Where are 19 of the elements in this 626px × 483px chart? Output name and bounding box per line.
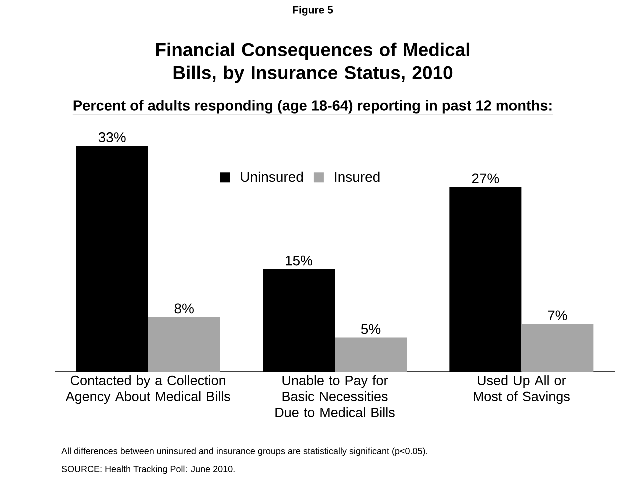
bar [148, 317, 220, 372]
data-label: 8% [174, 304, 194, 314]
chart-subtitle: Percent of adults responding (age 18-64) reporting in past 12 months: [74, 100, 552, 114]
data-label: 33% [98, 132, 126, 142]
data-label: 15% [286, 256, 313, 266]
legend-label: Insured [335, 172, 380, 182]
x-tick-label: Contacted by a Collection Agency About Medical Bills [66, 376, 230, 404]
text: All differences between uninsured and insurance groups are statistically significant (p<0.05). [62, 448, 428, 456]
source-note: SOURCE: Health Tracking Poll: June 2010. [62, 466, 235, 474]
x-tick-label: Used Up All or Most of Savings [474, 376, 570, 404]
caption: Figure 5 [293, 6, 334, 16]
data-label: 5% [361, 324, 381, 334]
data-label: 27% [472, 174, 500, 184]
chart-title: Financial Consequences of Medical Bills, by Insurance Status, 2010 [156, 42, 470, 84]
bar [335, 338, 408, 372]
x-tick-label: Unable to Pay for Basic Necessities Due to Medical Bills [276, 376, 395, 418]
data-label: 7% [548, 310, 568, 321]
bar [522, 324, 594, 372]
legend-label: Uninsured [241, 172, 304, 182]
